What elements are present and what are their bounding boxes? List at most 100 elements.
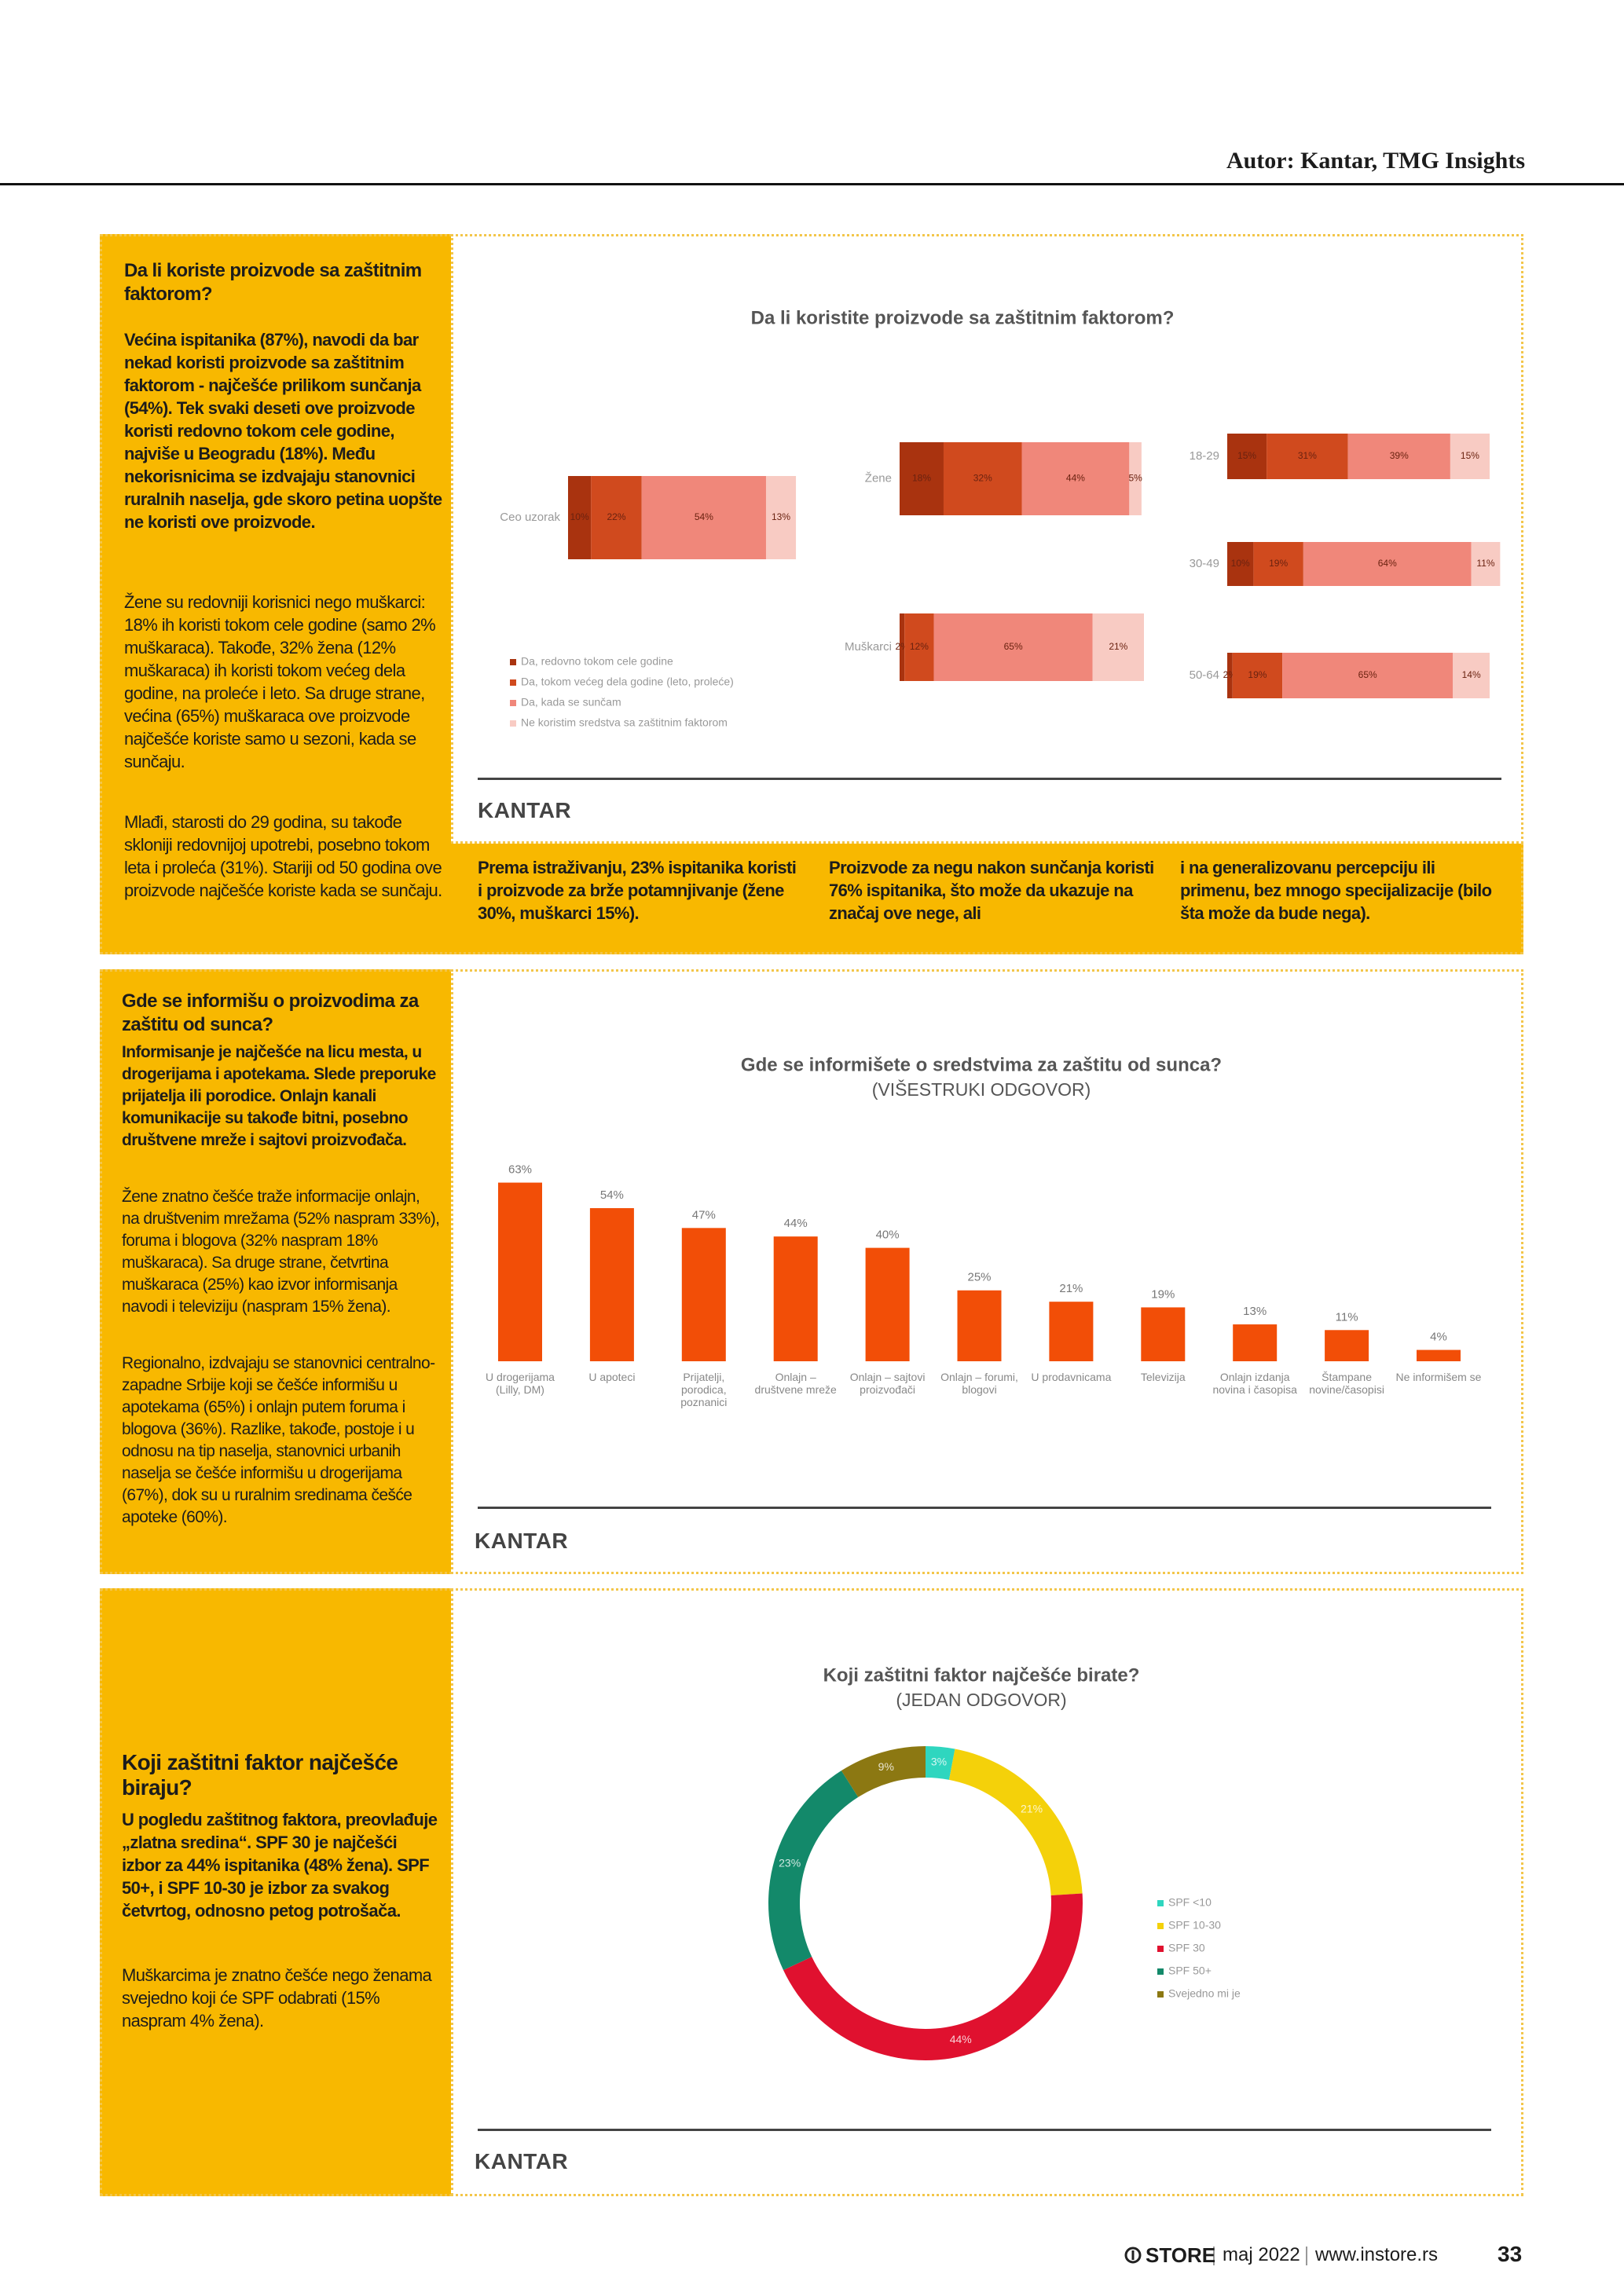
header-rule [0, 183, 1624, 185]
donut-slice [841, 1746, 926, 1797]
value-label: 47% [692, 1208, 716, 1221]
author: Autor: Kantar, TMG Insights [1226, 148, 1525, 174]
category-label: U prodavnicama [1031, 1371, 1112, 1383]
donut-slice [926, 1746, 955, 1780]
question: Gde se informišu o proizvodima za zaštit… [122, 991, 419, 1035]
bar-segment [1450, 434, 1490, 479]
question: Koji zaštitni faktor najčešće biraju? [122, 1750, 398, 1800]
value-label: 14% [1462, 669, 1481, 680]
legend-label: Da, redovno tokom cele godine [521, 655, 673, 668]
legend-label: SPF <10 [1168, 1896, 1212, 1909]
value-label: 19% [1151, 1287, 1175, 1301]
bar-segment [933, 613, 1093, 681]
bar [865, 1247, 910, 1361]
category-label: Ne informišem se [1395, 1371, 1482, 1383]
legend-label: SPF 10-30 [1168, 1919, 1221, 1932]
legend-swatch [1157, 1991, 1164, 1998]
value-label: 4% [1430, 1331, 1447, 1344]
category-label: 30-49 [1190, 557, 1219, 570]
value-label: 10% [570, 511, 589, 522]
legend-swatch [1157, 1900, 1164, 1906]
bar-segment [1347, 434, 1450, 479]
bar [773, 1236, 818, 1361]
bar-segment [591, 476, 642, 559]
chart-title: Koji zaštitni faktor najčešće birate? [823, 1664, 1140, 1686]
chart-rule [478, 778, 1501, 780]
lead: Većina ispitanika (87%), navodi da bar n… [124, 330, 442, 532]
value-label: 12% [910, 641, 929, 652]
paragraph: Žene su redovniji korisnici nego muškarc… [124, 592, 436, 771]
bar-segment [641, 476, 766, 559]
value-label: 18% [912, 473, 931, 484]
category-label: 18-29 [1190, 449, 1219, 463]
brand: KANTAR [475, 2149, 569, 2173]
value-label: 54% [600, 1188, 624, 1202]
value-label: 3% [931, 1756, 947, 1768]
bar-segment [900, 442, 944, 515]
bar-segment [900, 613, 905, 681]
legend-label: Da, tokom većeg dela godine (leto, prole… [521, 676, 734, 688]
legend-swatch [1157, 1923, 1164, 1929]
legend-swatch [1157, 1968, 1164, 1975]
bar-segment [1227, 542, 1254, 586]
chart-title: Gde se informišete o sredstvima za zašti… [741, 1054, 1222, 1075]
chart-panel [451, 1588, 1523, 2196]
bar [681, 1228, 726, 1361]
bar [1325, 1330, 1369, 1361]
bar-segment [1129, 442, 1142, 515]
value-label: 21% [1059, 1282, 1083, 1295]
value-label: 10% [1231, 558, 1250, 569]
bar-segment [1282, 653, 1454, 698]
bar-segment [1253, 542, 1303, 586]
paragraph: Žene znatno češće traže informacije onla… [122, 1188, 440, 1316]
category-label: Prijatelji, porodica, poznanici [680, 1371, 728, 1408]
value-label: 9% [878, 1760, 894, 1773]
value-label: 63% [508, 1163, 532, 1177]
note: Prema istraživanju, 23% ispitanika koris… [478, 858, 797, 923]
category-label: Štampane novine/časopisi [1309, 1371, 1384, 1396]
bar-segment [765, 476, 797, 559]
lead: Informisanje je najčešće na licu mesta, … [122, 1043, 436, 1149]
value-label: 13% [772, 511, 790, 522]
bar-segment [1471, 542, 1501, 586]
footer-issue: maj 2022 [1223, 2244, 1300, 2265]
bar-segment [904, 613, 934, 681]
category-label: Onlajn – sajtovi proizvođači [849, 1371, 926, 1396]
donut-slice [768, 1771, 859, 1971]
chart-title: Da li koristite proizvode sa zaštitnim f… [751, 307, 1175, 328]
chart-subtitle: (JEDAN ODGOVOR) [896, 1690, 1066, 1710]
bar-segment [568, 476, 592, 559]
bar-segment [1303, 542, 1472, 586]
value-label: 15% [1461, 450, 1479, 461]
legend-swatch [510, 679, 516, 686]
bar-segment [1453, 653, 1490, 698]
paragraph: Mlađi, starosti do 29 godina, su takođe … [124, 812, 442, 900]
value-label: 54% [695, 511, 713, 522]
bar-segment [1267, 434, 1348, 479]
legend-swatch [510, 659, 516, 665]
category-label: Žene [865, 471, 892, 485]
bar-segment [1227, 434, 1267, 479]
bar-segment [1232, 653, 1283, 698]
brand: KANTAR [475, 1529, 569, 1553]
bar-segment [943, 442, 1022, 515]
value-label: 65% [1004, 641, 1023, 652]
value-label: 65% [1358, 669, 1377, 680]
value-label: 25% [967, 1271, 991, 1284]
page-number: 33 [1498, 2242, 1523, 2266]
category-label: Televizija [1140, 1371, 1186, 1383]
legend-label: Ne koristim sredstva sa zaštitnim faktor… [521, 716, 728, 729]
bar [1049, 1302, 1094, 1361]
note: i na generalizovanu percepciju ili prime… [1180, 858, 1492, 923]
category-label: Onlajn – društvene mreže [754, 1371, 837, 1396]
value-label: 11% [1476, 558, 1494, 569]
value-label: 5% [1128, 473, 1142, 484]
value-label: 21% [1021, 1803, 1043, 1815]
paragraph: Regionalno, izdvajaju se stanovnici cent… [122, 1354, 435, 1526]
legend-swatch [1157, 1946, 1164, 1952]
category-label: Onlajn – forumi, blogovi [940, 1371, 1018, 1396]
value-label: 40% [876, 1229, 900, 1242]
footer-logo-icon [1124, 2247, 1142, 2264]
